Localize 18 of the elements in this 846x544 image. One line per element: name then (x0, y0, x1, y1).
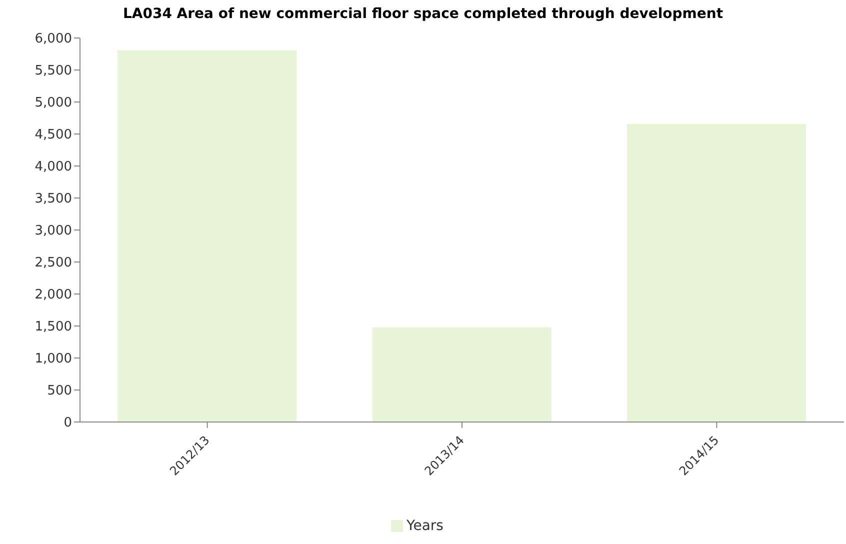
bar (118, 50, 297, 422)
y-tick-label: 500 (47, 384, 72, 399)
y-tick-label: 2,000 (34, 288, 72, 303)
y-tick-label: 5,500 (34, 64, 72, 79)
bar (372, 327, 552, 422)
y-tick-label: 2,500 (34, 256, 72, 271)
y-tick-label: 4,000 (34, 160, 72, 175)
chart-title: LA034 Area of new commercial floor space completed through development (122, 6, 724, 22)
bar (627, 124, 806, 422)
y-tick-label: 3,500 (34, 192, 72, 207)
y-tick-label: 4,500 (34, 128, 72, 143)
y-tick-label: 3,000 (34, 224, 72, 239)
y-tick-label: 1,500 (34, 320, 72, 335)
y-tick-label: 5,000 (34, 96, 72, 111)
legend-label: Years (406, 518, 444, 534)
y-tick-label: 0 (64, 416, 72, 431)
y-tick-label: 6,000 (34, 32, 72, 47)
y-tick-label: 1,000 (34, 352, 72, 367)
